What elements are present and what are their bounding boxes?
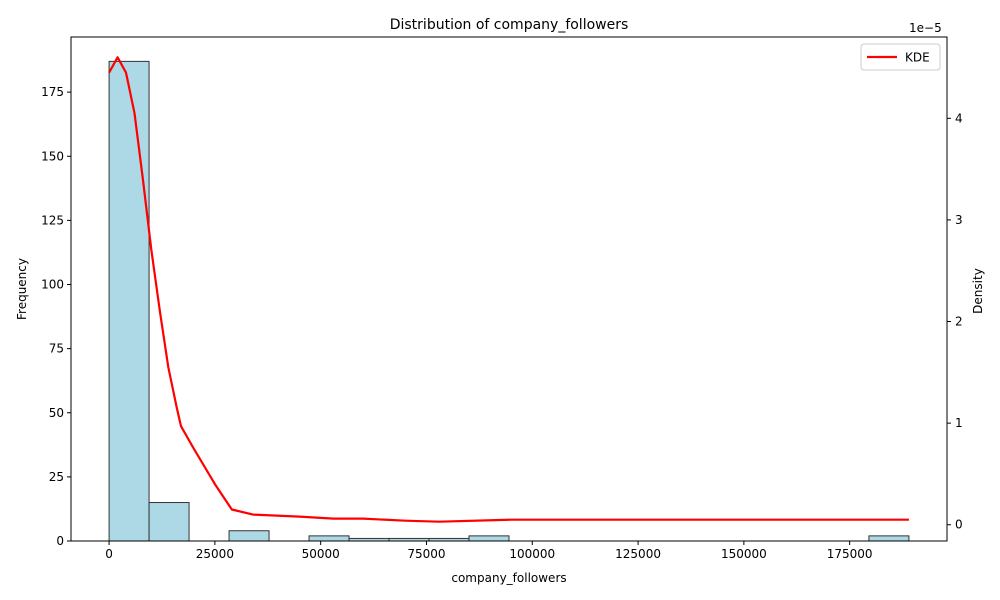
histogram-bar: [228, 530, 270, 542]
y-axis-label: Frequency: [15, 258, 29, 320]
y2-tick-label: 1: [955, 416, 963, 430]
histogram-bar: [308, 535, 350, 542]
x-tick-label: 175000: [827, 547, 873, 561]
histogram-bar: [468, 535, 510, 542]
y2-axis-ticks: 0 1 2 3 4: [947, 111, 963, 532]
kde-series: [108, 56, 909, 523]
y-tick-label: 150: [41, 149, 64, 163]
legend-kde-label: KDE: [905, 51, 930, 65]
histogram-bars: [108, 60, 910, 542]
x-tick-label: 125000: [615, 547, 661, 561]
y2-offset-text: 1e−5: [909, 21, 942, 35]
x-tick-label: 25000: [196, 547, 234, 561]
histogram-bar: [868, 535, 910, 542]
y2-tick-label: 4: [955, 111, 963, 125]
y-tick-label: 175: [41, 85, 64, 99]
y2-tick-label: 0: [955, 518, 963, 532]
histogram-bar: [148, 502, 190, 542]
y2-tick-label: 2: [955, 315, 963, 329]
y-tick-label: 0: [56, 534, 64, 548]
y2-axis-label: Density: [971, 268, 985, 314]
plot-frame: [70, 36, 948, 542]
y-tick-label: 125: [41, 213, 64, 227]
y-tick-label: 25: [49, 470, 64, 484]
y2-tick-label: 3: [955, 213, 963, 227]
x-tick-label: 100000: [509, 547, 555, 561]
chart-title: Distribution of company_followers: [390, 17, 629, 33]
y-tick-label: 75: [49, 342, 64, 356]
x-tick-label: 75000: [407, 547, 445, 561]
y-axis-ticks: 0 25 50 75 100 125 150 175: [41, 85, 71, 548]
x-axis-ticks: 0 25000 50000 75000 100000 125000 150000 175000: [105, 541, 873, 561]
axes-frame: [70, 36, 948, 542]
legend: KDE: [860, 43, 941, 71]
x-tick-label: 50000: [302, 547, 340, 561]
histogram-bar: [108, 60, 150, 542]
x-tick-label: 150000: [721, 547, 767, 561]
kde-line: [108, 56, 909, 523]
y-tick-label: 50: [49, 406, 64, 420]
y-tick-label: 100: [41, 278, 64, 292]
x-axis-label: company_followers: [451, 571, 566, 585]
x-tick-label: 0: [105, 547, 113, 561]
legend-box: [860, 43, 941, 71]
